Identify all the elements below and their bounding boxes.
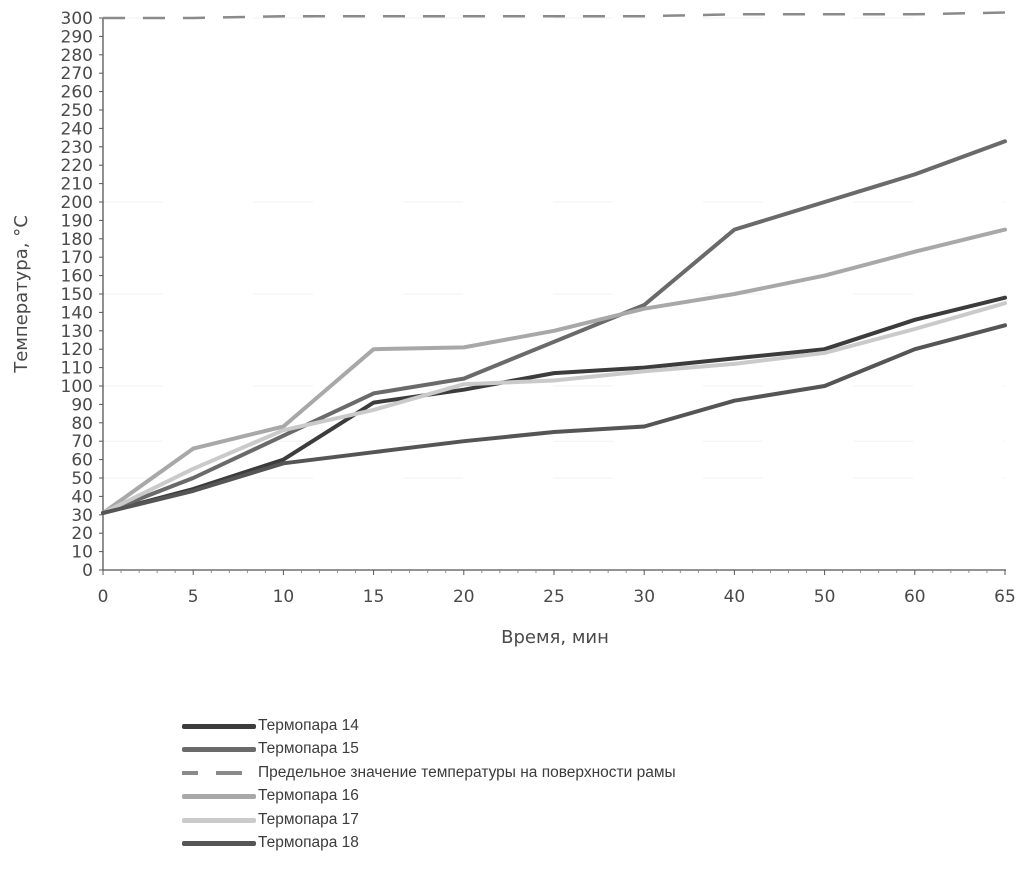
legend-item: Термопара 17 bbox=[180, 808, 676, 832]
y-tick-label: 30 bbox=[71, 506, 93, 526]
x-tick-label: 10 bbox=[273, 587, 295, 607]
series-line-2 bbox=[101, 139, 1007, 515]
legend-label: Предельное значение температуры на повер… bbox=[258, 763, 676, 781]
series-line-6 bbox=[101, 323, 1007, 515]
x-tick-label: 30 bbox=[633, 587, 655, 607]
y-tick-label: 60 bbox=[71, 451, 93, 471]
legend-label: Термопара 16 bbox=[258, 787, 359, 805]
y-tick-label: 130 bbox=[61, 322, 93, 342]
y-axis-title: Температура, °С bbox=[11, 215, 32, 374]
x-axis-title: Время, мин bbox=[501, 627, 609, 648]
legend-item: Термопара 15 bbox=[180, 738, 676, 762]
y-tick-label: 250 bbox=[61, 101, 93, 121]
y-tick-label: 190 bbox=[61, 211, 93, 231]
legend-item: Предельное значение температуры на повер… bbox=[180, 761, 676, 785]
y-tick-label: 170 bbox=[61, 248, 93, 268]
x-tick-label: 0 bbox=[98, 587, 109, 607]
x-tick-label: 50 bbox=[814, 587, 836, 607]
series-line-3 bbox=[103, 11, 1006, 20]
y-tick-label: 100 bbox=[61, 377, 93, 397]
y-tick-label: 230 bbox=[61, 138, 93, 158]
y-ticks: 0102030405060708090100110120130140150160… bbox=[61, 9, 103, 581]
series-lines bbox=[101, 11, 1007, 515]
y-tick-label: 290 bbox=[61, 27, 93, 47]
y-tick-label: 90 bbox=[71, 395, 93, 415]
y-tick-label: 80 bbox=[71, 414, 93, 434]
legend-swatch bbox=[180, 742, 258, 756]
x-tick-label: 5 bbox=[188, 587, 199, 607]
y-tick-label: 200 bbox=[61, 193, 93, 213]
y-tick-label: 110 bbox=[61, 359, 93, 379]
legend-swatch bbox=[180, 789, 258, 803]
legend-swatch bbox=[180, 836, 258, 850]
y-tick-label: 220 bbox=[61, 156, 93, 176]
y-tick-label: 160 bbox=[61, 267, 93, 287]
y-tick-label: 300 bbox=[61, 9, 93, 29]
y-tick-label: 0 bbox=[82, 561, 93, 581]
line-chart: 0102030405060708090100110120130140150160… bbox=[11, 9, 1016, 648]
y-tick-label: 180 bbox=[61, 230, 93, 250]
y-tick-label: 280 bbox=[61, 46, 93, 66]
y-tick-label: 270 bbox=[61, 64, 93, 84]
series-line-4 bbox=[101, 227, 1007, 515]
y-tick-label: 70 bbox=[71, 432, 93, 452]
x-tick-label: 65 bbox=[994, 587, 1016, 607]
y-tick-label: 120 bbox=[61, 340, 93, 360]
x-tick-label: 15 bbox=[363, 587, 385, 607]
y-tick-label: 50 bbox=[71, 469, 93, 489]
legend-item: Термопара 18 bbox=[180, 832, 676, 856]
y-tick-label: 210 bbox=[61, 175, 93, 195]
legend-label: Термопара 14 bbox=[258, 716, 359, 734]
legend-label: Термопара 17 bbox=[258, 810, 359, 828]
legend-label: Термопара 15 bbox=[258, 740, 359, 758]
x-ticks: 0 5 10 15 20 25 30 40 50 60 65 bbox=[98, 570, 1016, 607]
series-line-1 bbox=[101, 295, 1007, 515]
x-tick-label: 20 bbox=[453, 587, 475, 607]
legend-label: Термопара 18 bbox=[258, 834, 359, 852]
y-tick-label: 40 bbox=[71, 487, 93, 507]
y-tick-label: 260 bbox=[61, 83, 93, 103]
y-tick-label: 240 bbox=[61, 119, 93, 139]
legend: Термопара 14 Термопара 15 Предельное значе… bbox=[180, 714, 676, 855]
legend-swatch bbox=[180, 813, 258, 827]
legend-item: Термопара 14 bbox=[180, 714, 676, 738]
legend-swatch bbox=[180, 766, 258, 780]
y-tick-label: 20 bbox=[71, 524, 93, 544]
x-tick-label: 40 bbox=[724, 587, 746, 607]
y-tick-label: 140 bbox=[61, 303, 93, 323]
legend-item: Термопара 16 bbox=[180, 785, 676, 809]
x-tick-label: 60 bbox=[904, 587, 926, 607]
y-tick-label: 10 bbox=[71, 543, 93, 563]
gridlines bbox=[103, 17, 1005, 479]
series-line-5 bbox=[101, 301, 1007, 515]
y-tick-label: 150 bbox=[61, 285, 93, 305]
legend-swatch bbox=[180, 719, 258, 733]
x-tick-label: 25 bbox=[543, 587, 565, 607]
